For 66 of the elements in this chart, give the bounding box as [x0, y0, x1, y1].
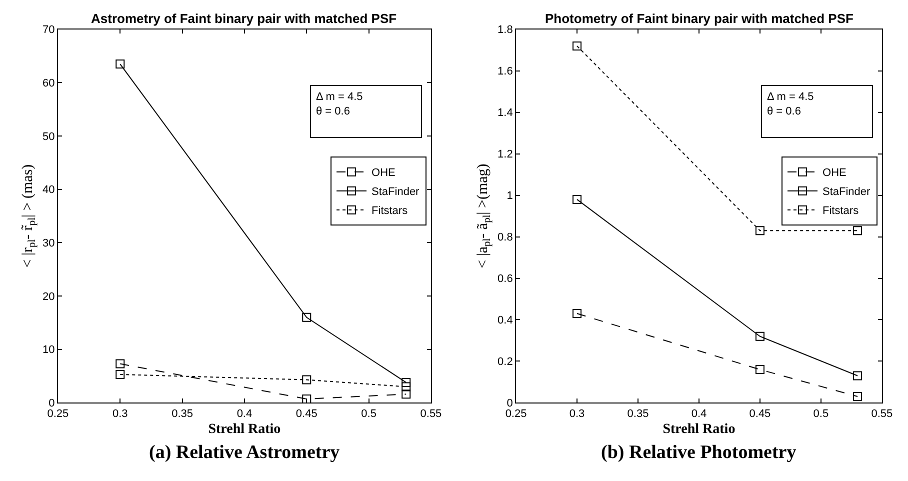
- annotation: Δ m = 4.5: [316, 91, 363, 103]
- annotation: θ = 0.6: [316, 105, 350, 118]
- y-tick-label: 70: [42, 24, 55, 36]
- chart-title: Photometry of Faint binary pair with matched PSF: [545, 11, 854, 26]
- x-axis-title: Strehl Ratio: [662, 422, 736, 438]
- text: (a) Relative Astrometry: [149, 442, 340, 463]
- y-tick-label: 1.2: [498, 148, 513, 161]
- x-tick-label: 0.3: [569, 408, 585, 420]
- x-tick-label: 0.4: [236, 408, 252, 420]
- point: [402, 378, 411, 387]
- legend-label: OHE: [372, 167, 396, 180]
- y-tick-label: 20: [42, 290, 55, 303]
- y-tick-label: 0: [506, 398, 513, 410]
- y-tick-label: 40: [42, 184, 55, 196]
- y-tick-label: 1.6: [498, 66, 513, 78]
- y-tick-label: 0.6: [498, 273, 513, 286]
- y-tick-label: 10: [42, 344, 55, 356]
- y-tick-label: 0.2: [498, 356, 513, 368]
- text: (b) Relative Photometry: [601, 442, 797, 463]
- legend-label: OHE: [822, 167, 846, 180]
- y-tick-label: 0.8: [498, 232, 513, 244]
- x-tick-label: 0.35: [627, 408, 649, 420]
- point: [302, 375, 312, 384]
- y-tick-label: 0.4: [498, 314, 513, 327]
- x-tick-label: 0.45: [296, 408, 318, 420]
- annotation: θ = 0.6: [767, 105, 801, 118]
- point: [116, 60, 125, 69]
- y-tick-label: 1.8: [498, 24, 513, 36]
- point: [302, 312, 312, 322]
- x-tick-label: 0.35: [172, 408, 194, 420]
- point: [853, 392, 862, 401]
- x-tick-label: 0.25: [505, 408, 527, 420]
- x-tick-label: 0.4: [691, 408, 707, 420]
- y-tick-label: 60: [42, 78, 55, 90]
- point: [402, 382, 411, 392]
- x-axis-title: Strehl Ratio: [208, 422, 281, 438]
- x-tick-label: 0.55: [871, 408, 893, 420]
- x-tick-label: 0.55: [420, 408, 442, 420]
- x-tick-label: 0.25: [47, 408, 69, 420]
- point: [116, 370, 125, 379]
- point: [755, 365, 764, 374]
- point: [302, 394, 312, 404]
- point: [402, 390, 411, 399]
- y-tick-label: 50: [42, 130, 55, 143]
- point: [572, 41, 582, 50]
- legend-label: StaFinder: [822, 186, 871, 198]
- x-tick-label: 0.5: [813, 408, 829, 420]
- y-tick-label: 0: [48, 398, 55, 410]
- annotation: Δ m = 4.5: [767, 91, 814, 103]
- y-tick-label: 1.4: [498, 107, 513, 120]
- point: [853, 226, 862, 236]
- x-tick-label: 0.45: [749, 408, 771, 420]
- x-tick-label: 0.5: [361, 408, 376, 420]
- point: [755, 226, 764, 236]
- point: [755, 332, 764, 341]
- legend-label: Fitstars: [372, 205, 408, 218]
- x-tick-label: 0.3: [112, 408, 128, 420]
- point: [572, 194, 582, 204]
- y-tick-label: 30: [42, 238, 55, 250]
- legend-label: Fitstars: [822, 205, 860, 218]
- point: [116, 359, 125, 368]
- y-tick-label: 1: [506, 190, 513, 202]
- point: [853, 371, 862, 380]
- point: [572, 309, 582, 318]
- legend-label: StaFinder: [372, 186, 420, 198]
- chart-title: Astrometry of Faint binary pair with matched PSF: [91, 11, 397, 26]
